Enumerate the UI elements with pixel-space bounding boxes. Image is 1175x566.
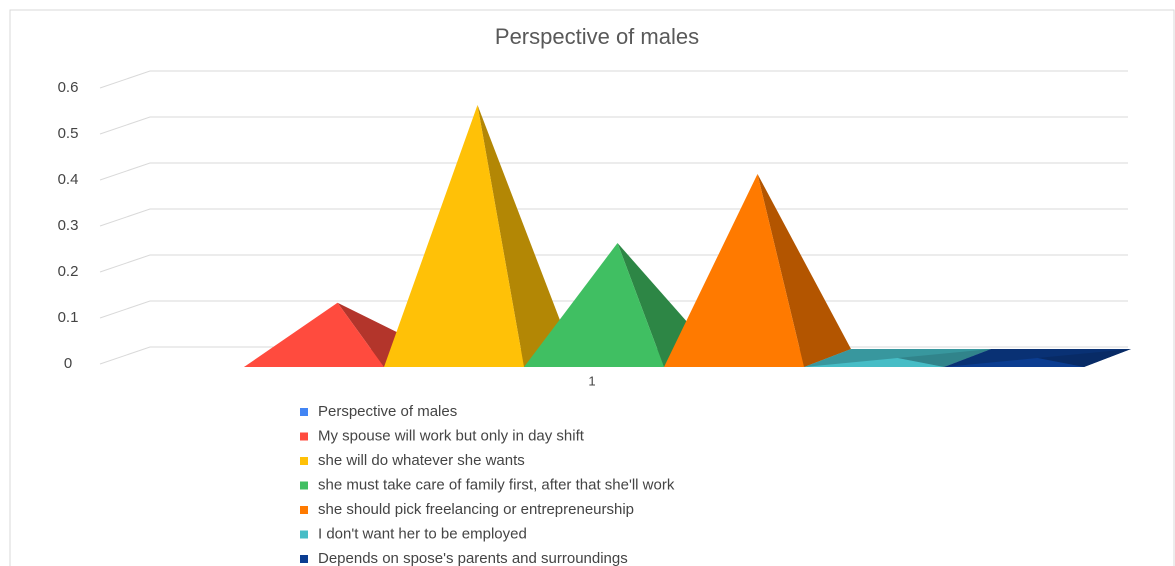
legend-swatch (300, 457, 308, 465)
pyramid-front (384, 105, 524, 367)
legend-label: My spouse will work but only in day shif… (318, 427, 585, 444)
pyramid-side (477, 105, 571, 367)
y-tick-label: 0 (64, 355, 72, 372)
y-tick-label: 0.2 (58, 263, 79, 280)
pyramid-side (757, 174, 851, 367)
pyramid-front (804, 358, 944, 367)
y-tick-label: 0.4 (58, 171, 79, 188)
legend-label: I don't want her to be employed (318, 525, 527, 542)
y-tick-label: 0.5 (58, 125, 79, 142)
legend-label: Perspective of males (318, 403, 457, 420)
pyramid-front (244, 302, 384, 367)
y-tick-label: 0.1 (58, 309, 79, 326)
legend-swatch (300, 432, 308, 441)
pyramid (664, 174, 851, 367)
chart-title: Perspective of males (495, 24, 699, 49)
grid-line (99, 254, 1128, 273)
pyramid-side (897, 349, 991, 367)
pyramid (804, 349, 991, 367)
legend-swatch (300, 530, 308, 539)
y-tick-label: 0.6 (58, 79, 79, 96)
pyramid-front (524, 243, 664, 367)
grid-line (99, 208, 1128, 227)
grid-line (99, 70, 1128, 89)
legend-swatch (300, 506, 308, 514)
legend-swatch (300, 408, 308, 416)
legend-label: she will do whatever she wants (318, 452, 525, 469)
legend-swatch (300, 481, 308, 490)
pyramid (944, 349, 1131, 367)
y-tick-label: 0.3 (58, 217, 79, 234)
grid-line (99, 116, 1128, 135)
pyramid (384, 105, 571, 367)
pyramid-front (944, 358, 1084, 367)
pyramid-side (1037, 349, 1131, 367)
x-tick-label: 1 (588, 373, 595, 388)
legend-label: she must take care of family first, afte… (318, 476, 675, 493)
grid-line (99, 162, 1128, 181)
legend-swatch (300, 555, 308, 563)
legend-label: she should pick freelancing or entrepren… (318, 501, 634, 518)
pyramid-front (664, 174, 804, 367)
legend-label: Depends on spose's parents and surroundi… (318, 550, 628, 566)
